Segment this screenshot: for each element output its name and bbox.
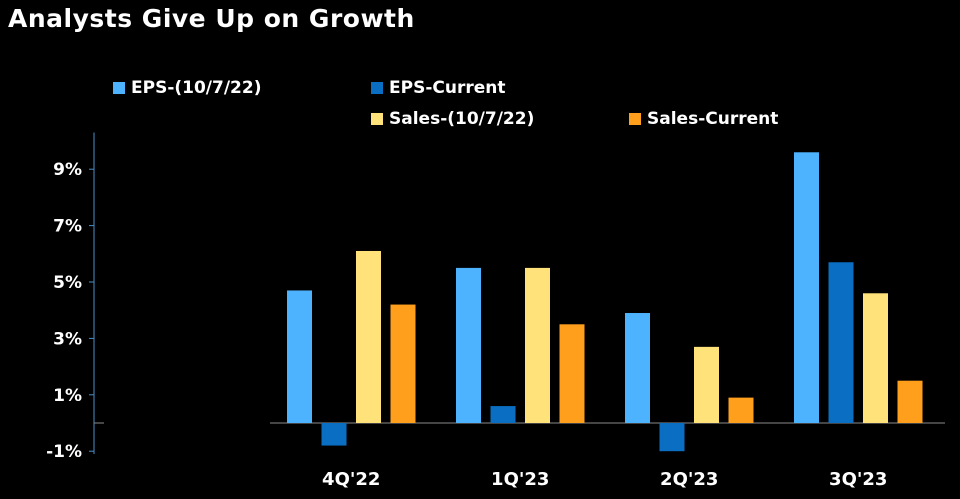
legend-item-sales-current: Sales-Current [629, 109, 778, 129]
y-tick-label: 9% [53, 160, 82, 180]
legend-label-sales-current: Sales-Current [647, 109, 779, 129]
x-category-label: 4Q'22 [322, 469, 380, 490]
bar-sales-prev [694, 346, 719, 423]
legend-swatch-sales-prev [371, 113, 383, 125]
legend-swatch-eps-current [371, 82, 383, 94]
bar-eps-prev [794, 152, 819, 423]
bar-eps-prev [625, 313, 650, 423]
bar-sales-current [559, 324, 585, 423]
legend-label-eps-current: EPS-Current [389, 78, 506, 98]
legend-item-eps-current: EPS-Current [371, 78, 505, 98]
bar-eps-prev [456, 267, 481, 423]
y-tick-label: 7% [53, 217, 82, 237]
bar-sales-prev [525, 267, 550, 423]
legend-item-sales-prev: Sales-(10/7/22) [371, 109, 534, 129]
bar-eps-current [321, 423, 347, 446]
y-tick-label: 3% [53, 329, 82, 349]
bar-sales-current [728, 397, 754, 423]
bar-eps-current [490, 406, 516, 423]
bar-sales-current [897, 380, 923, 423]
chart-title: Analysts Give Up on Growth [8, 4, 415, 33]
x-category-label: 3Q'23 [829, 469, 887, 490]
bar-eps-prev [287, 290, 312, 423]
bar-sales-prev [863, 293, 888, 423]
bar-eps-current [659, 423, 685, 452]
bar-sales-prev [356, 250, 381, 423]
legend-item-eps-prev: EPS-(10/7/22) [113, 78, 261, 98]
x-category-label: 1Q'23 [491, 469, 549, 490]
legend-label-sales-prev: Sales-(10/7/22) [389, 109, 535, 129]
legend-swatch-sales-current [629, 113, 641, 125]
x-category-label: 2Q'23 [660, 469, 718, 490]
bar-eps-current [828, 262, 854, 423]
legend-label-eps-prev: EPS-(10/7/22) [131, 78, 262, 98]
y-tick-label: -1% [46, 442, 82, 462]
legend-swatch-eps-prev [113, 82, 125, 94]
y-tick-label: 5% [53, 273, 82, 293]
bar-sales-current [390, 304, 416, 423]
y-tick-label: 1% [53, 386, 82, 406]
